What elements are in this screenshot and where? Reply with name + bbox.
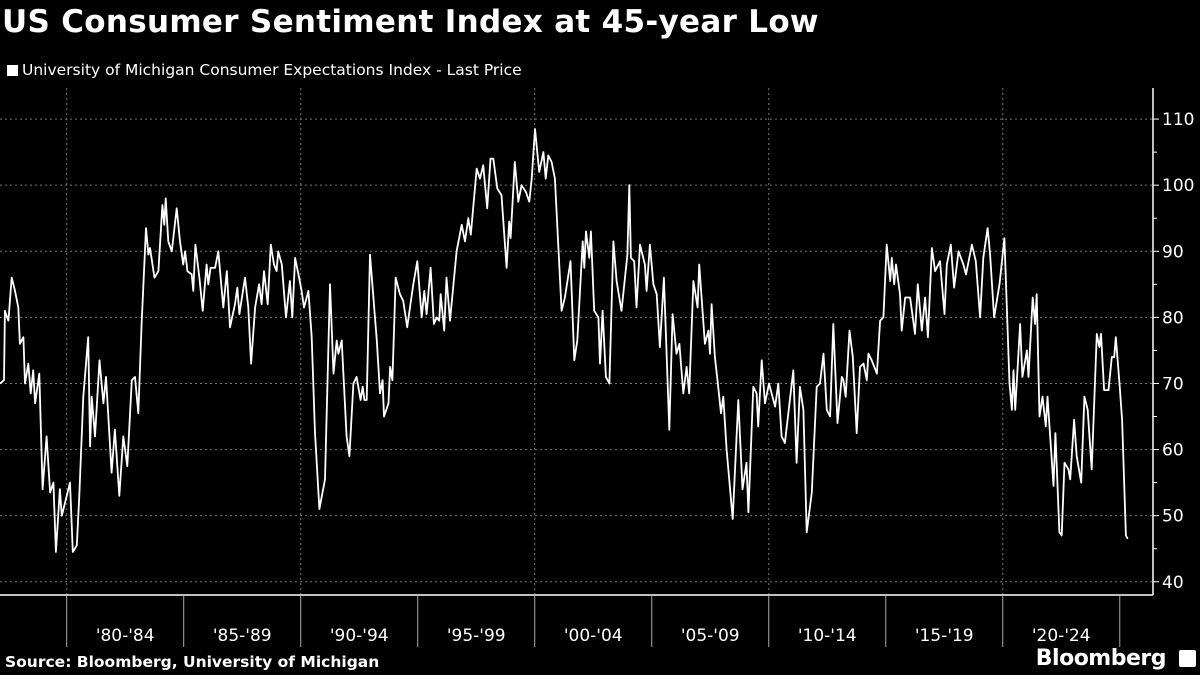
x-tick-label: '95-'99 [447, 626, 506, 646]
x-tick-label: '15-'19 [915, 626, 974, 646]
x-tick-label: '05-'09 [681, 626, 740, 646]
legend-label: University of Michigan Consumer Expectat… [22, 61, 522, 79]
series-line [0, 128, 1129, 553]
y-tick-label: 60 [1162, 441, 1184, 461]
x-tick-label: '90-'94 [330, 626, 389, 646]
x-tick-label: '10-'14 [798, 626, 857, 646]
x-tick-label: '80-'84 [96, 626, 155, 646]
y-tick-label: 100 [1162, 176, 1194, 196]
bloomberg-logo: Bloomberg [1035, 646, 1167, 671]
y-tick-label: 110 [1162, 110, 1194, 130]
y-tick-label: 70 [1162, 374, 1184, 394]
x-tick-label: '00-'04 [564, 626, 623, 646]
legend: University of Michigan Consumer Expectat… [7, 61, 522, 79]
y-tick-label: 40 [1162, 573, 1184, 593]
chart-title: US Consumer Sentiment Index at 45-year L… [2, 4, 819, 40]
bloomberg-chart-icon [1179, 650, 1196, 667]
legend-swatch [7, 64, 18, 76]
y-tick-label: 80 [1162, 308, 1184, 328]
source-note: Source: Bloomberg, University of Michiga… [5, 653, 380, 671]
y-tick-label: 50 [1162, 507, 1184, 527]
y-tick-label: 90 [1162, 242, 1184, 262]
x-tick-label: '85-'89 [213, 626, 272, 646]
x-tick-label: '20-'24 [1032, 626, 1091, 646]
